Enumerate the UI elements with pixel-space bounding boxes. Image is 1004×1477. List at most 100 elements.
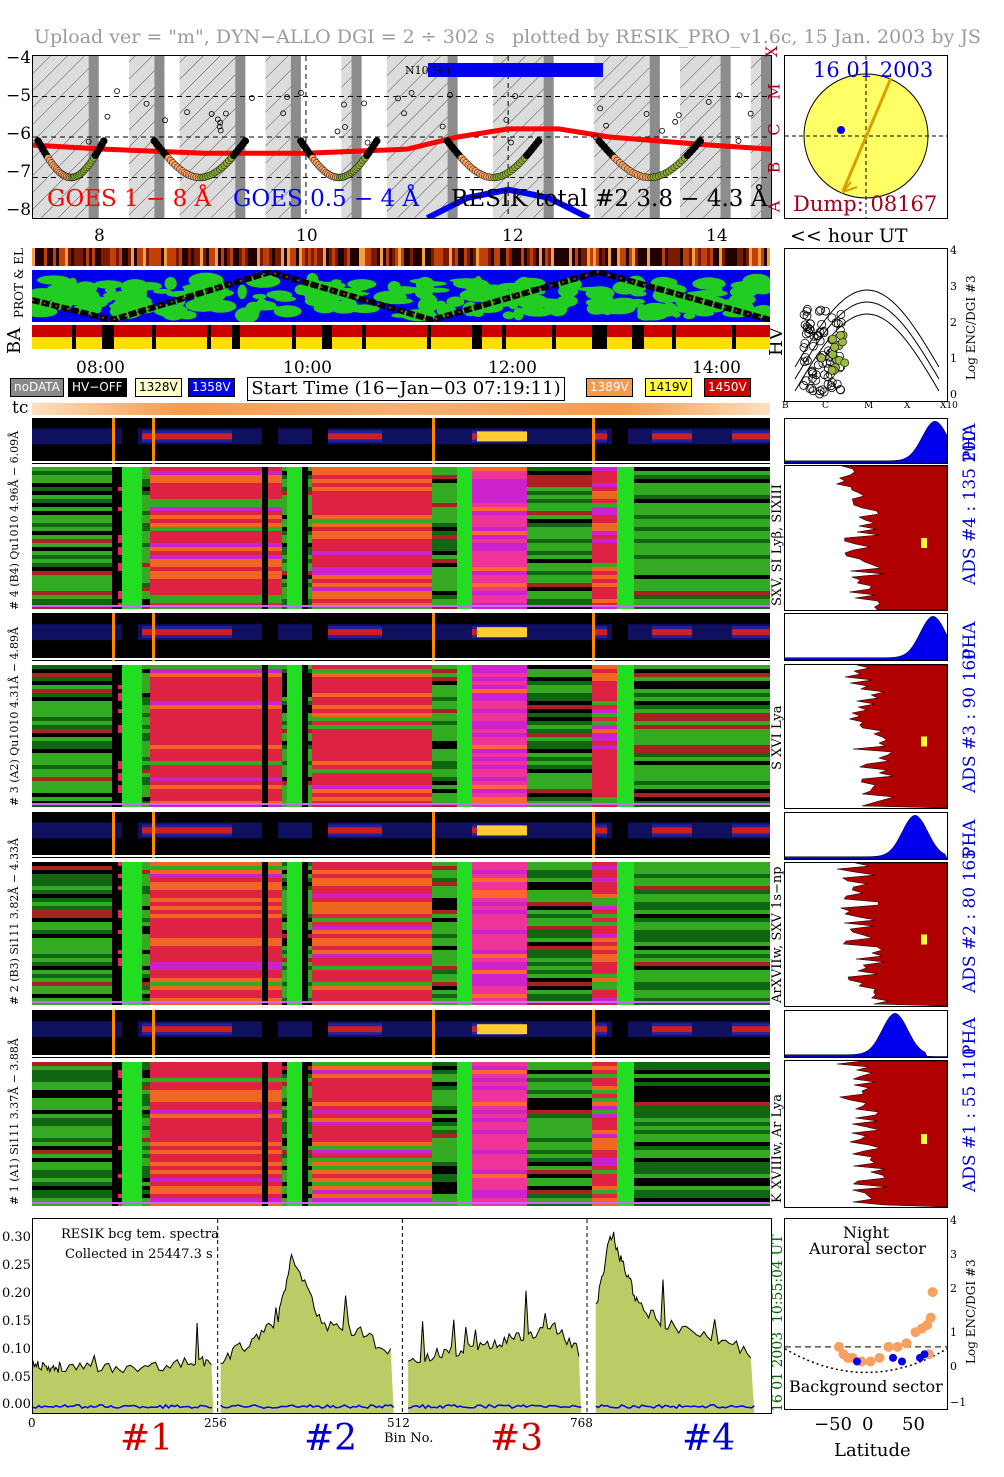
ads-row xyxy=(32,1186,117,1190)
ads-row xyxy=(32,515,117,519)
ads-row xyxy=(622,579,770,583)
ads-row xyxy=(592,475,622,479)
ads-row xyxy=(150,1182,282,1186)
ads-row xyxy=(527,938,592,942)
legend-hv-off: HV−OFF xyxy=(68,378,127,397)
ads-row xyxy=(432,1162,472,1166)
ba-segment xyxy=(332,325,472,337)
ads-row xyxy=(472,922,527,926)
ads-row xyxy=(592,1146,622,1150)
ads-row xyxy=(592,579,622,583)
ads-row xyxy=(472,709,527,713)
detector-label-1: # 1 (A1) Si111 3.37Å − 3.88Å xyxy=(8,1038,21,1205)
ads-green-bar xyxy=(624,467,634,609)
ads-row xyxy=(622,954,770,958)
prot-blob xyxy=(32,306,58,318)
ads-row xyxy=(150,1198,282,1202)
ads-row xyxy=(432,523,472,527)
ads-row xyxy=(150,681,282,685)
ads-row xyxy=(312,583,432,587)
spec-ytick: 0.15 xyxy=(2,1314,31,1329)
ads-row xyxy=(527,607,592,609)
ads-row xyxy=(150,882,282,886)
ads-row xyxy=(527,1082,592,1086)
ads-row xyxy=(472,862,527,866)
ads-row xyxy=(32,994,117,998)
ads-row xyxy=(527,898,592,902)
pha-stripe xyxy=(592,418,595,464)
ads-row xyxy=(432,954,472,958)
ads-row xyxy=(432,527,472,531)
ads-row xyxy=(432,906,472,910)
ads-row xyxy=(472,475,527,479)
el-cell xyxy=(581,248,584,266)
ads-row xyxy=(32,938,117,942)
ads-row xyxy=(32,761,117,765)
ads-row xyxy=(527,894,592,898)
el-cell xyxy=(650,248,653,266)
ads-row xyxy=(527,789,592,793)
el-cell xyxy=(482,248,485,266)
scatter-point xyxy=(815,389,825,399)
ads-row xyxy=(432,910,472,914)
ads-row xyxy=(527,467,592,471)
ads-row xyxy=(312,1106,432,1110)
ads-marker xyxy=(921,538,927,548)
ads-row xyxy=(472,1162,527,1166)
pha-image-4 xyxy=(32,418,770,464)
ads-row xyxy=(32,575,117,579)
el-cell xyxy=(311,248,314,266)
ads-row xyxy=(622,1122,770,1126)
prot-blob xyxy=(253,305,280,311)
ads-row xyxy=(592,910,622,914)
ads-row xyxy=(527,559,592,563)
model-dotted xyxy=(785,1348,947,1374)
ads-row xyxy=(472,1062,527,1066)
ads-row xyxy=(527,930,592,934)
ads-row xyxy=(150,595,282,599)
scatter-point xyxy=(819,326,829,336)
prot-blob xyxy=(129,286,148,302)
el-cell xyxy=(80,248,83,266)
ads-row xyxy=(312,547,432,551)
ads-histogram xyxy=(845,665,947,808)
ads-row xyxy=(592,693,622,697)
el-cell xyxy=(476,248,479,266)
ads-row xyxy=(432,797,472,801)
scatter-point-green xyxy=(828,350,838,359)
ads-row xyxy=(622,495,770,499)
pha-hot xyxy=(732,827,770,834)
ads-row xyxy=(622,1162,770,1166)
ads-row xyxy=(527,1138,592,1142)
el-cell xyxy=(539,248,542,266)
gray-band xyxy=(88,56,99,218)
ads-row xyxy=(622,471,770,475)
ads-row xyxy=(312,741,432,745)
el-cell xyxy=(191,248,194,266)
ads-row xyxy=(622,878,770,882)
ads-row xyxy=(592,737,622,741)
ads-row xyxy=(592,870,622,874)
ads-row xyxy=(150,1190,282,1194)
ads-row xyxy=(32,471,117,475)
ads-row xyxy=(150,1106,282,1110)
ads-row xyxy=(150,785,282,789)
ads-row xyxy=(472,994,527,998)
ads-row xyxy=(527,785,592,789)
ads-row xyxy=(527,1074,592,1078)
el-cell xyxy=(386,248,389,266)
ads-row xyxy=(622,902,770,906)
el-cell xyxy=(632,248,635,266)
ads-row xyxy=(150,1062,282,1066)
ads-row xyxy=(432,886,472,890)
ads-row xyxy=(32,874,117,878)
ads-row xyxy=(472,721,527,725)
ads-green-bar xyxy=(132,467,142,609)
ads-row xyxy=(622,797,770,801)
ads-row xyxy=(592,1098,622,1102)
ads-row xyxy=(592,665,622,669)
resik-scatter xyxy=(162,117,168,124)
time-tick: 10:00 xyxy=(283,358,332,378)
ads-row xyxy=(32,583,117,587)
hv-segment xyxy=(322,337,332,349)
